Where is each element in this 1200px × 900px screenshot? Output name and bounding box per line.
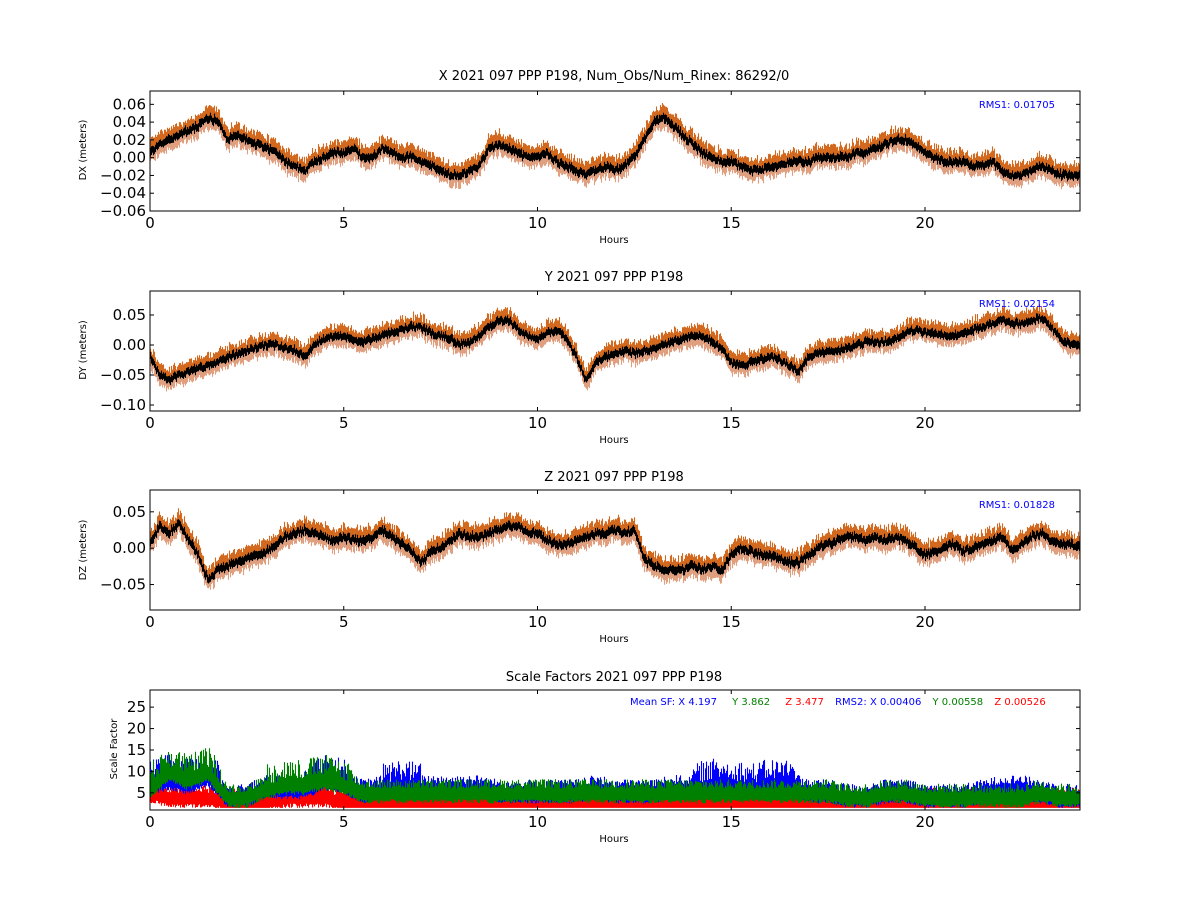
x-tick-label: 20 (915, 813, 934, 831)
x-tick-label: 10 (528, 613, 547, 631)
x-tick-label: 20 (915, 414, 934, 432)
panel-dx-ylabel: DX (meters) (78, 119, 89, 180)
panel-dx-plot: 0 5 10 15 20 0.060.040.020.00−0.02−0.04−0.06 (100, 90, 1081, 232)
y-tick-label: 0.05 (113, 306, 146, 324)
sf-rms2-y: Y 0.00558 (932, 697, 984, 708)
axes-frame (149, 489, 1081, 611)
x-tick-label: 0 (145, 214, 155, 232)
y-tick-label: −0.04 (100, 184, 146, 202)
panel-dz-rms-annotation: RMS1: 0.01828 (979, 500, 1055, 511)
panel-dy-title: Y 2021 097 PPP P198 (544, 270, 684, 285)
panel-dz-title: Z 2021 097 PPP P198 (544, 470, 684, 485)
x-tick-label: 0 (145, 813, 155, 831)
panel-sf-legend: Mean SF: X 4.197 Y 3.862 Z 3.477 RMS2: X… (630, 697, 1046, 708)
x-tick-label: 10 (528, 214, 547, 232)
panel-sf-plot: 0 5 10 15 20 25 20 15 10 5 (127, 689, 1081, 831)
x-tick-label: 15 (722, 414, 741, 432)
panel-dy-xlabel: Hours (599, 435, 628, 446)
panel-dy-ylabel: DY (meters) (78, 320, 89, 380)
y-tick-label: 0.05 (113, 503, 146, 521)
x-tick-label: 15 (722, 613, 741, 631)
panel-dz-xlabel: Hours (599, 634, 628, 645)
sf-rms2-z: Z 0.00526 (994, 697, 1045, 708)
y-tick-label: −0.06 (100, 202, 146, 220)
panel-dz-ylabel: DZ (meters) (78, 519, 89, 580)
y-tick-label: −0.05 (100, 576, 146, 594)
y-tick-label: 0.04 (113, 113, 146, 131)
y-tick-label: 0.02 (113, 131, 146, 149)
panel-scale-factors: Scale Factors 2021 097 PPP P198 0 5 10 15 20… (109, 670, 1081, 845)
axes-frame (149, 290, 1081, 412)
x-tick-label: 5 (339, 214, 349, 232)
panel-dy-rms-annotation: RMS1: 0.02154 (979, 299, 1055, 310)
x-tick-label: 15 (722, 813, 741, 831)
x-tick-label: 0 (145, 613, 155, 631)
y-tick-label: −0.02 (100, 166, 146, 184)
x-tick-label: 15 (722, 214, 741, 232)
y-tick-label: 25 (127, 698, 146, 716)
y-tick-label: 5 (136, 784, 146, 802)
y-tick-label: 20 (127, 720, 146, 738)
sf-mean-x: Mean SF: X 4.197 (630, 697, 717, 708)
panel-sf-title: Scale Factors 2021 097 PPP P198 (506, 670, 722, 685)
x-tick-label: 20 (915, 613, 934, 631)
axes-frame (149, 90, 1081, 212)
y-tick-label: −0.10 (100, 396, 146, 414)
y-tick-label: 0.06 (113, 95, 146, 113)
panel-dy-plot: 0 5 10 15 20 0.05 0.00 −0.05 −0.10 (100, 290, 1081, 432)
y-tick-label: 0.00 (113, 336, 146, 354)
panel-dx-rms-annotation: RMS1: 0.01705 (979, 100, 1055, 111)
panel-sf-xlabel: Hours (599, 834, 628, 845)
y-tick-label: 0.00 (113, 539, 146, 557)
panel-dx-xlabel: Hours (599, 235, 628, 246)
x-tick-label: 5 (339, 613, 349, 631)
panel-dx-title: X 2021 097 PPP P198, Num_Obs/Num_Rinex: … (439, 69, 790, 84)
panel-dx: X 2021 097 PPP P198, Num_Obs/Num_Rinex: … (78, 69, 1081, 246)
sf-mean-z: Z 3.477 (785, 697, 824, 708)
x-tick-label: 5 (339, 813, 349, 831)
panel-sf-ylabel: Scale Factor (109, 718, 120, 780)
x-tick-label: 10 (528, 813, 547, 831)
panel-dz: Z 2021 097 PPP P198 0 5 10 15 20 0.05 0.00 −0.0… (78, 470, 1081, 645)
x-tick-label: 20 (915, 214, 934, 232)
x-tick-label: 10 (528, 414, 547, 432)
plot-marks (150, 304, 1080, 392)
y-tick-label: −0.05 (100, 366, 146, 384)
y-tick-label: 15 (127, 741, 146, 759)
y-tick-label: 0.00 (113, 149, 146, 167)
x-tick-label: 0 (145, 414, 155, 432)
panel-dy: Y 2021 097 PPP P198 0 5 10 15 20 0.05 0.00 −0.0… (78, 270, 1081, 446)
plot-marks (150, 103, 1080, 190)
sf-rms2-x: RMS2: X 0.00406 (835, 697, 921, 708)
panel-dz-plot: 0 5 10 15 20 0.05 0.00 −0.05 (100, 489, 1081, 631)
x-tick-label: 5 (339, 414, 349, 432)
sf-mean-y: Y 3.862 (731, 697, 770, 708)
y-tick-label: 10 (127, 762, 146, 780)
